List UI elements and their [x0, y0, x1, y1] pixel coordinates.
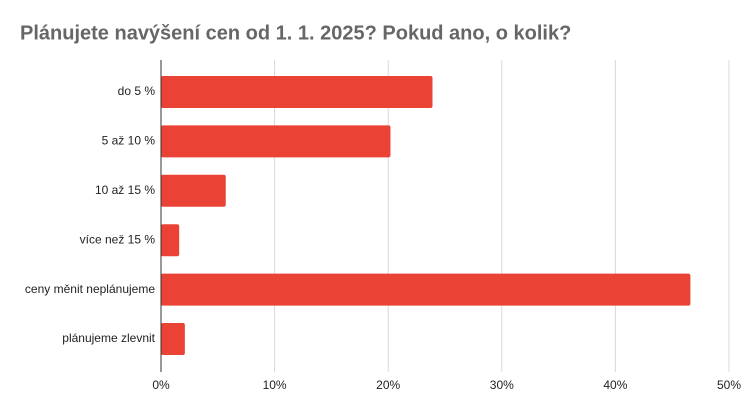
y-tick-label: plánujeme zlevnit — [62, 331, 155, 345]
y-tick-label: 10 až 15 % — [95, 183, 155, 197]
bar — [161, 224, 180, 257]
bar — [161, 76, 433, 108]
x-tick-label: 30% — [490, 378, 514, 392]
y-tick-label: 5 až 10 % — [102, 134, 156, 148]
bar — [161, 125, 391, 158]
x-tick-label: 20% — [376, 378, 400, 392]
x-tick-label: 10% — [263, 378, 287, 392]
chart-title: Plánujete navýšení cen od 1. 1. 2025? Po… — [20, 22, 571, 44]
y-tick-label: více než 15 % — [80, 232, 156, 246]
x-tick-label: 50% — [717, 378, 741, 392]
y-tick-label: do 5 % — [118, 84, 156, 98]
bar — [161, 174, 226, 207]
x-tick-label: 40% — [603, 378, 627, 392]
bar — [161, 273, 691, 306]
bar — [161, 323, 185, 355]
x-tick-label: 0% — [152, 378, 170, 392]
y-tick-label: ceny měnit neplánujeme — [25, 282, 155, 296]
